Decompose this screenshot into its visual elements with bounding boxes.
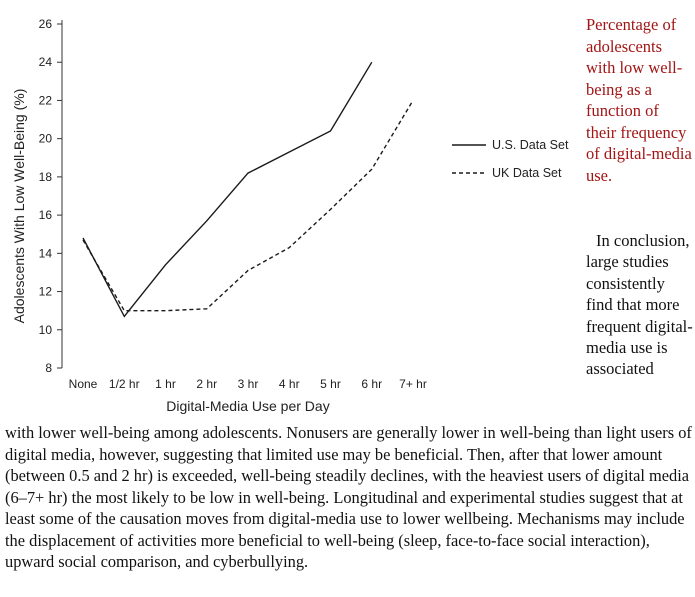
x-tick-label: 2 hr <box>196 377 217 391</box>
y-tick-label: 18 <box>39 170 53 184</box>
x-tick-label: 5 hr <box>320 377 341 391</box>
y-axis-title: Adolescents With Low Well-Being (%) <box>11 89 27 324</box>
y-axis: 8 10 12 14 16 18 20 22 24 26 <box>39 17 63 375</box>
x-tick-label: 1 hr <box>155 377 176 391</box>
y-tick-label: 12 <box>39 285 53 299</box>
y-tick-label: 14 <box>39 246 53 260</box>
legend-label: U.S. Data Set <box>492 138 569 152</box>
series-line <box>82 61 373 318</box>
series-line <box>82 100 414 312</box>
legend: U.S. Data Set UK Data Set <box>452 138 569 180</box>
x-tick-label: 7+ hr <box>399 377 427 391</box>
x-tick-label: 4 hr <box>279 377 300 391</box>
x-axis: None 1/2 hr 1 hr 2 hr 3 hr 4 hr 5 hr 6 hr 7+ hr <box>69 377 427 391</box>
y-tick-label: 10 <box>39 323 53 337</box>
y-tick-label: 26 <box>39 17 53 31</box>
y-tick-label: 8 <box>45 361 52 375</box>
x-tick-label: 6 hr <box>361 377 382 391</box>
x-tick-label: None <box>69 377 98 391</box>
legend-label: UK Data Set <box>492 166 562 180</box>
series-layer <box>82 61 414 318</box>
figure-caption: Percentage of adolescents with low well-… <box>586 15 692 185</box>
body-paragraph: with lower well-being among adolescents.… <box>5 423 692 571</box>
side-paragraph: In conclusion, large studies consistentl… <box>586 231 693 379</box>
x-tick-label: 1/2 hr <box>109 377 140 391</box>
x-tick-label: 3 hr <box>238 377 259 391</box>
line-chart: 8 10 12 14 16 18 20 22 24 26 None 1/2 hr 1 hr 2 hr 3 … <box>11 17 569 414</box>
y-tick-label: 16 <box>39 208 53 222</box>
x-axis-title: Digital-Media Use per Day <box>166 398 329 414</box>
y-tick-label: 22 <box>39 93 53 107</box>
y-tick-label: 24 <box>39 55 53 69</box>
y-tick-label: 20 <box>39 132 53 146</box>
